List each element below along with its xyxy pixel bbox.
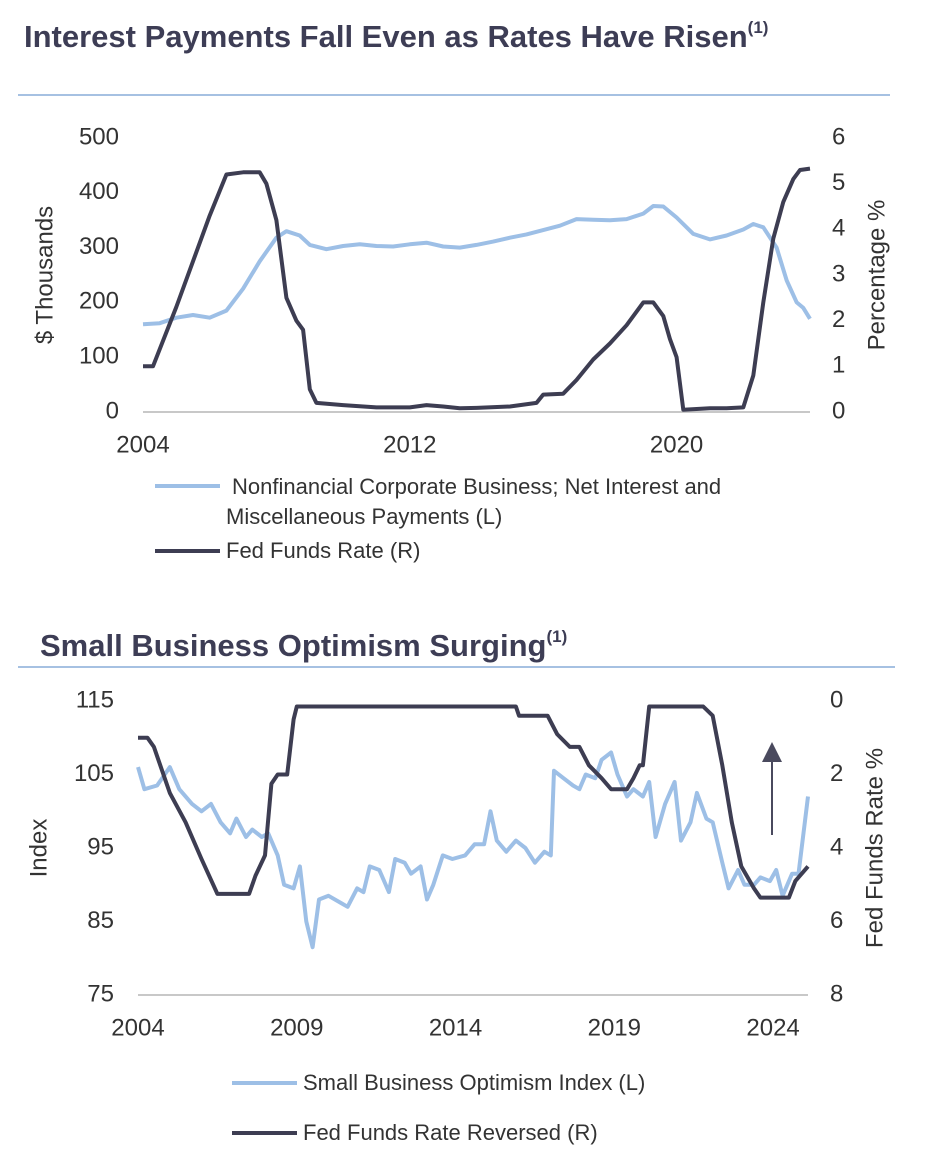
legend-entry: Small Business Optimism Index (L) bbox=[303, 1070, 646, 1095]
y2-tick-label: 4 bbox=[830, 833, 843, 860]
chart-title: Small Business Optimism Surging(1) bbox=[40, 617, 840, 666]
y2-tick-label: 6 bbox=[832, 123, 845, 150]
y2-tick-label: 6 bbox=[830, 907, 843, 934]
y2-tick-label: 3 bbox=[832, 260, 845, 287]
legend-entry: Nonfinancial Corporate Business; Net Int… bbox=[226, 474, 722, 529]
y2-tick-label: 0 bbox=[832, 397, 845, 424]
series-line bbox=[143, 166, 811, 412]
y-tick-label: 500 bbox=[79, 123, 119, 150]
title-note: (1) bbox=[747, 18, 769, 37]
chart-title: Interest Payments Fall Even as Rates Hav… bbox=[24, 8, 824, 57]
title-rule bbox=[18, 666, 895, 668]
legend-swatch bbox=[155, 484, 220, 488]
y-tick-label: 200 bbox=[79, 288, 119, 315]
y-tick-label: 75 bbox=[87, 980, 114, 1007]
y2-tick-label: 2 bbox=[830, 760, 843, 787]
legend-swatch bbox=[232, 1131, 297, 1135]
y2-tick-label: 0 bbox=[830, 686, 843, 713]
y-tick-label: 300 bbox=[79, 233, 119, 260]
y-tick-label: 85 bbox=[87, 907, 114, 934]
x-tick-label: 2009 bbox=[270, 1014, 323, 1041]
x-tick-label: 2019 bbox=[588, 1014, 641, 1041]
x-tick-label: 2020 bbox=[650, 431, 703, 458]
title-note: (1) bbox=[546, 627, 568, 646]
legend-entry: Fed Funds Rate Reversed (R) bbox=[303, 1120, 598, 1145]
legend-swatch bbox=[232, 1081, 297, 1085]
y-tick-label: 105 bbox=[74, 760, 114, 787]
y2-tick-label: 2 bbox=[832, 306, 845, 333]
y2-tick-label: 1 bbox=[832, 352, 845, 379]
x-tick-label: 2014 bbox=[429, 1014, 482, 1041]
series-line bbox=[136, 750, 810, 950]
title-text: Interest Payments Fall Even as Rates Hav… bbox=[24, 19, 748, 54]
legend-entry: Fed Funds Rate (R) bbox=[226, 538, 421, 563]
y-tick-label: 100 bbox=[79, 343, 119, 370]
x-tick-label: 2024 bbox=[746, 1014, 799, 1041]
y-axis-label: Index bbox=[25, 819, 52, 878]
x-tick-label: 2004 bbox=[116, 431, 169, 458]
series-line bbox=[142, 204, 812, 327]
x-tick-label: 2012 bbox=[383, 431, 436, 458]
y-tick-label: 95 bbox=[87, 833, 114, 860]
x-tick-label: 2004 bbox=[111, 1014, 164, 1041]
y2-tick-label: 5 bbox=[832, 169, 845, 196]
legend-swatch bbox=[155, 549, 220, 553]
title-rule bbox=[18, 94, 890, 96]
y-tick-label: 115 bbox=[76, 686, 114, 713]
y2-tick-label: 8 bbox=[830, 980, 843, 1007]
y2-tick-label: 4 bbox=[832, 215, 845, 242]
series-line bbox=[138, 704, 810, 900]
y2-axis-label: Fed Funds Rate % bbox=[861, 748, 888, 948]
title-text: Small Business Optimism Surging bbox=[40, 628, 547, 663]
y2-axis-label: Percentage % bbox=[863, 200, 890, 351]
y-tick-label: 400 bbox=[79, 178, 119, 205]
y-tick-label: 0 bbox=[106, 397, 119, 424]
y-axis-label: $ Thousands bbox=[31, 206, 58, 344]
